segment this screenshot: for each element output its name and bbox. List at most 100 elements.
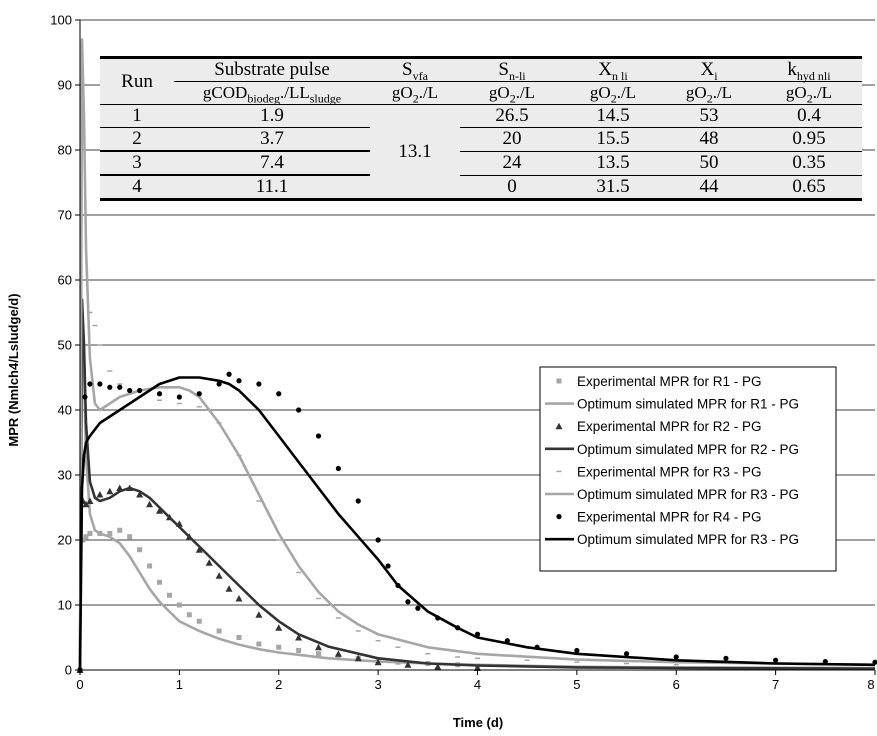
- cell-s-nli: 0: [460, 175, 564, 201]
- data-point: [335, 465, 341, 472]
- data-point: [574, 647, 580, 654]
- data-point: [385, 563, 391, 569]
- legend-swatch: [555, 422, 563, 430]
- x-tick-label: 0: [76, 677, 83, 692]
- data-point: [316, 651, 321, 657]
- header-k-hyd: khyd nli: [756, 56, 862, 82]
- data-point: [773, 657, 779, 663]
- y-tick-label: 40: [58, 403, 72, 418]
- legend-label: Optimum simulated MPR for R3 - PG: [577, 487, 799, 502]
- series-line: [78, 376, 876, 671]
- cell-k-hyd: 0.65: [756, 175, 862, 201]
- x-tick-label: 1: [176, 677, 183, 692]
- legend-item: Optimum simulated MPR for R2 - PG: [545, 442, 799, 457]
- legend-label: Experimental MPR for R2 - PG: [577, 419, 762, 434]
- unit-k-hyd: gO2./L: [756, 81, 862, 105]
- data-point: [275, 624, 283, 631]
- header-x-i: Xi: [662, 56, 756, 82]
- data-point: [107, 531, 113, 536]
- cell-k-hyd: 0.4: [756, 104, 862, 128]
- data-point: [156, 391, 163, 397]
- legend-item: Experimental MPR for R2 - PG: [555, 419, 762, 434]
- data-point: [256, 641, 262, 647]
- x-tick-label: 4: [474, 677, 481, 692]
- cell-x-i: 53: [662, 104, 756, 128]
- legend-label: Optimum simulated MPR for R3 - PG: [577, 532, 799, 547]
- cell-run: 3: [100, 151, 174, 176]
- y-tick-label: 90: [58, 78, 72, 93]
- header-x-nli: Xn li: [564, 56, 662, 82]
- data-point: [86, 497, 94, 504]
- data-point: [236, 635, 242, 640]
- y-tick-label: 50: [58, 338, 72, 353]
- legend-swatch: [556, 378, 562, 384]
- data-point: [196, 618, 202, 624]
- y-tick-label: 70: [58, 208, 72, 223]
- x-tick-label: 2: [275, 677, 282, 692]
- data-point: [404, 661, 412, 668]
- cell-x-i: 50: [662, 151, 756, 176]
- data-point: [96, 491, 104, 498]
- x-tick-label: 8: [867, 677, 874, 692]
- data-point: [375, 537, 381, 543]
- cell-k-hyd: 0.35: [756, 151, 862, 176]
- series-line: [78, 38, 876, 671]
- data-point: [186, 612, 192, 618]
- cell-k-hyd: 0.95: [756, 127, 862, 152]
- data-point: [195, 546, 203, 553]
- data-point: [205, 559, 213, 566]
- cell-x-nli: 14.5: [564, 104, 662, 128]
- data-point: [226, 371, 232, 377]
- data-point: [83, 534, 89, 540]
- table-row: 2 3.7 20 15.5 48 0.95: [100, 127, 862, 152]
- data-point: [136, 491, 144, 498]
- x-axis-title: Time (d): [453, 715, 503, 730]
- data-point: [474, 664, 481, 672]
- data-point: [256, 381, 262, 387]
- y-tick-label: 30: [58, 468, 72, 483]
- legend-item: Optimum simulated MPR for R3 - PG: [545, 487, 799, 502]
- cell-run: 1: [100, 104, 174, 128]
- series-6: [78, 38, 876, 671]
- plot-area: [76, 38, 877, 673]
- parameter-table: Run Substrate pulse Svfa Sn-li Xn li Xi …: [100, 56, 862, 201]
- unit-x-i: gO2./L: [662, 81, 756, 105]
- unit-x-nli: gO2./L: [564, 81, 662, 105]
- legend-item: Experimental MPR for R3 - PG: [556, 464, 762, 479]
- data-point: [106, 487, 114, 495]
- y-axis-title: MPR (Nmlch4/Lsludge/d): [6, 293, 21, 446]
- data-point: [215, 572, 223, 579]
- data-point: [355, 498, 361, 504]
- data-point: [235, 595, 243, 602]
- y-tick-label: 10: [58, 598, 72, 613]
- header-run: Run: [100, 56, 174, 105]
- unit-substrate: gCODbiodeg./LLsludge: [174, 81, 370, 105]
- data-point: [225, 585, 233, 592]
- table-row: 3 7.4 24 13.5 50 0.35: [100, 151, 862, 176]
- data-point: [127, 387, 133, 394]
- data-point: [315, 433, 322, 439]
- legend-label: Experimental MPR for R4 - PG: [577, 510, 762, 525]
- cell-s-vfa-merged: 13.1: [370, 104, 460, 201]
- legend-label: Optimum simulated MPR for R2 - PG: [577, 442, 799, 457]
- cell-substrate: 1.9: [174, 104, 370, 128]
- cell-x-i: 44: [662, 175, 756, 201]
- data-point: [434, 663, 442, 670]
- data-point: [107, 384, 113, 390]
- data-point: [295, 634, 303, 641]
- data-point: [236, 378, 242, 384]
- header-s-vfa: Svfa: [370, 56, 460, 82]
- data-point: [255, 611, 263, 618]
- table-units-row: gCODbiodeg./LLsludge gO2./L gO2./L gO2./…: [100, 81, 862, 105]
- y-tick-label: 100: [50, 13, 72, 28]
- series-3: [76, 484, 481, 673]
- legend-label: Experimental MPR for R3 - PG: [577, 464, 762, 479]
- data-point: [117, 384, 123, 390]
- x-tick-label: 5: [573, 677, 580, 692]
- table-header-row: Run Substrate pulse Svfa Sn-li Xn li Xi …: [100, 56, 862, 105]
- data-point: [137, 547, 143, 553]
- data-point: [127, 534, 133, 540]
- legend-box: [539, 366, 837, 572]
- data-point: [276, 391, 282, 397]
